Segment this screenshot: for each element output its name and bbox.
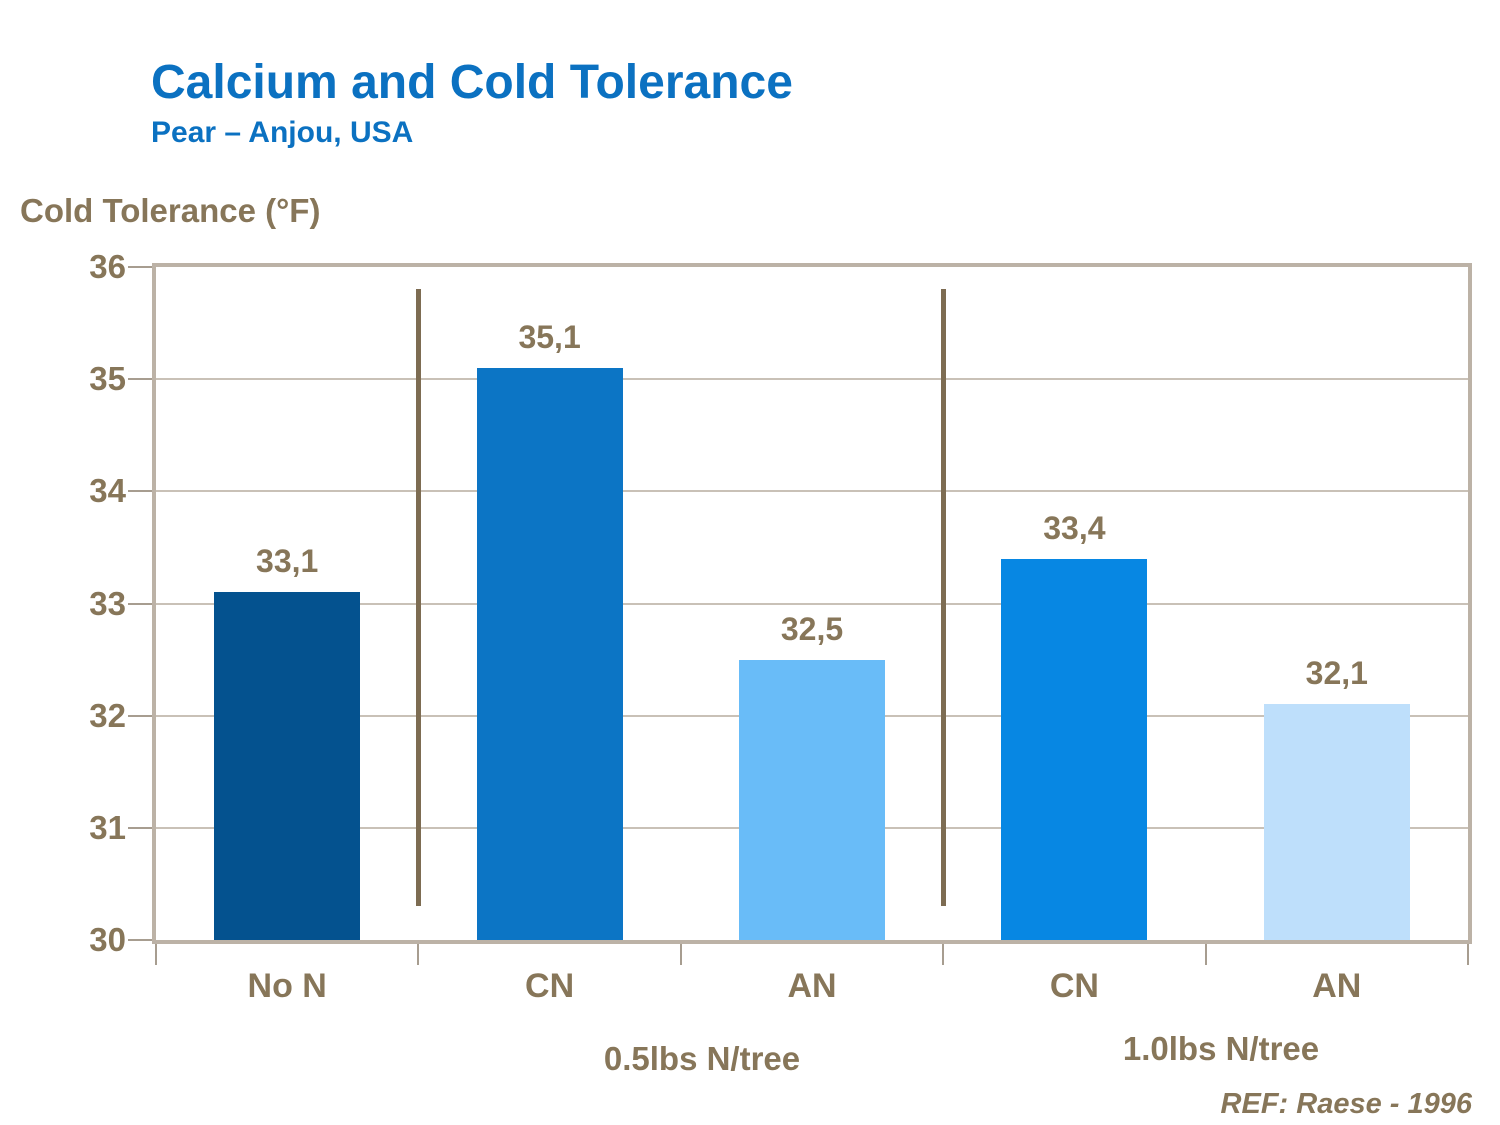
bar-an-2 [739,659,885,940]
group-separator [941,289,947,906]
x-tick-mark [942,944,945,965]
bar-value-label: 32,1 [1305,655,1368,692]
y-tick-mark [128,714,152,717]
x-tick-mark [679,944,682,965]
x-tick-mark [1204,944,1207,965]
gridline-34 [156,490,1468,493]
x-tick-mark [417,944,420,965]
x-tick-mark [1467,944,1469,965]
group-separator [416,289,422,906]
title-block: Calcium and Cold Tolerance Pear – Anjou,… [151,56,793,150]
gridline-33 [156,602,1468,605]
y-tick-label: 36 [89,248,126,285]
y-tick-label: 34 [89,472,126,510]
y-axis-title: Cold Tolerance (°F) [20,192,321,229]
gridline-35 [156,378,1468,381]
x-category-label: CN [525,967,575,1005]
bar-value-label: 33,1 [256,543,319,580]
group-label: 1.0lbs N/tree [1122,1030,1320,1067]
y-tick-label: 33 [89,584,126,622]
x-category-label: No N [247,967,327,1005]
y-tick-mark [128,490,152,493]
x-category-label: AN [1312,967,1362,1005]
bar-value-label: 33,4 [1043,509,1106,546]
y-tick-mark [128,602,152,605]
y-tick-label: 35 [89,360,126,398]
bar-cn-1 [476,367,623,940]
y-tick-mark [128,939,152,941]
y-tick-mark [128,826,152,829]
bar-an-4 [1263,704,1410,940]
bar-cn-3 [1001,558,1148,940]
x-tick-mark [155,944,157,965]
y-tick-mark [128,378,152,381]
y-tick-label: 31 [89,808,126,846]
bar-value-label: 35,1 [518,318,581,355]
y-tick-label: 32 [89,696,126,734]
reference-text: REF: Raese - 1996 [1220,1088,1472,1120]
y-tick-mark [128,266,152,268]
group-label: 0.5lbs N/tree [603,1040,801,1077]
x-category-label: AN [787,967,837,1005]
bar-no-n-0 [214,592,361,940]
chart-title: Calcium and Cold Tolerance [151,56,793,109]
bar-value-label: 32,5 [780,610,844,647]
y-tick-label: 30 [89,921,126,958]
x-category-label: CN [1049,967,1099,1005]
chart-subtitle: Pear – Anjou, USA [151,116,414,149]
